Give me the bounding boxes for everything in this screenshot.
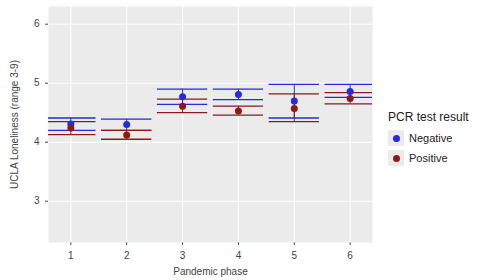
svg-text:Pandemic phase: Pandemic phase: [173, 266, 248, 277]
svg-text:3: 3: [34, 195, 40, 206]
svg-text:4: 4: [34, 136, 40, 147]
svg-text:2: 2: [124, 250, 130, 261]
svg-text:3: 3: [180, 250, 186, 261]
svg-text:5: 5: [292, 250, 298, 261]
html-text:Positive: Positive: [409, 152, 448, 164]
svg-text:4: 4: [236, 250, 242, 261]
svg-text:6: 6: [347, 250, 353, 261]
svg-text:UCLA Loneliness (range 3-9): UCLA Loneliness (range 3-9): [9, 60, 20, 189]
html-text:Negative: Negative: [409, 132, 453, 144]
svg-text:6: 6: [34, 18, 40, 29]
svg-text:1: 1: [68, 250, 74, 261]
html-text:PCR test result: PCR test result: [388, 110, 469, 124]
svg-text:5: 5: [34, 77, 40, 88]
